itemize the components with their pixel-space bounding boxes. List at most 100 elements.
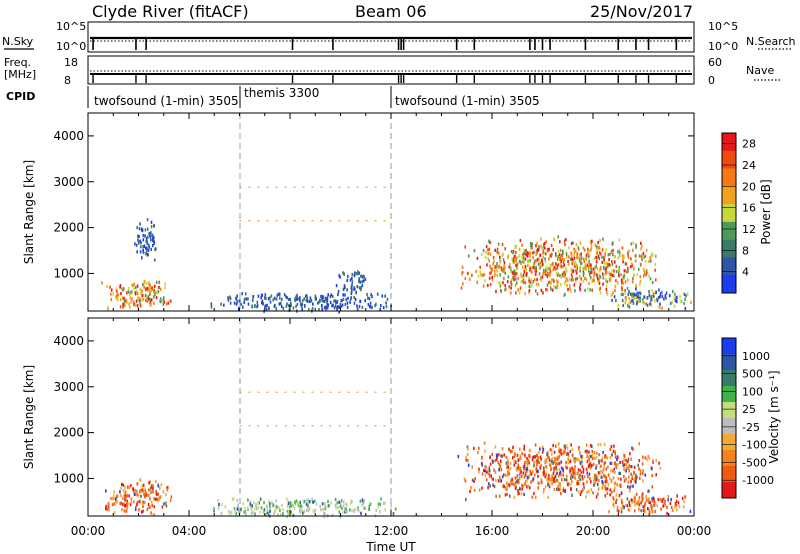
power-scatter-point (145, 298, 147, 303)
velocity-scatter-point (529, 455, 531, 459)
velocity-scatter-point (626, 466, 628, 470)
power-scatter-point (517, 256, 519, 260)
velocity-scatter-point (549, 448, 552, 452)
velocity-scatter-point (610, 461, 613, 465)
velocity-scatter-point (384, 508, 387, 512)
velocity-scatter-point (338, 510, 341, 514)
velocity-scatter-point (567, 452, 569, 456)
power-scatter-point (523, 248, 526, 252)
velocity-scatter-point (586, 480, 588, 484)
velocity-scatter-point (618, 484, 621, 488)
power-scatter-point (596, 256, 599, 260)
velocity-scatter-point (598, 471, 600, 475)
power-scatter-point (339, 303, 342, 307)
velocity-scatter-point (242, 510, 245, 514)
power-scatter-point (644, 254, 647, 258)
velocity-scatter-point (609, 455, 612, 459)
power-range-lines (239, 186, 391, 222)
power-scatter-point (151, 286, 153, 290)
power-scatter-point (494, 248, 496, 252)
power-scatter-point (517, 277, 519, 281)
velocity-scatter-point (660, 507, 662, 511)
velocity-scatter-point (610, 468, 612, 472)
power-scatter-point (575, 266, 578, 270)
velocity-scatter-point (554, 479, 557, 483)
velocity-scatter-point (122, 496, 124, 500)
cpid-segment-3: twofsound (1-min) 3505 (395, 94, 540, 108)
velocity-scatter-point (170, 495, 173, 499)
power-scatter-point (338, 274, 340, 278)
nave-tick-top: 60 (708, 56, 722, 69)
power-scatter-point (615, 264, 618, 268)
velocity-scatter-point (231, 497, 234, 502)
velocity-scatter-point (495, 453, 498, 457)
power-scatter-point (489, 271, 491, 275)
power-scatter-point (366, 293, 368, 297)
velocity-scatter-point (605, 455, 607, 459)
velocity-scatter-point (593, 479, 595, 483)
power-scatter-point (623, 276, 626, 280)
power-scatter-point (154, 284, 156, 288)
velocity-scatter-point (551, 457, 554, 461)
date-title: 25/Nov/2017 (590, 2, 693, 21)
power-scatter-point (565, 252, 568, 256)
power-scatter-point (143, 279, 146, 283)
velocity-scatter-point (677, 501, 680, 505)
power-scatter-point (521, 254, 524, 259)
velocity-scatter-point (661, 498, 664, 502)
power-scatter-point (624, 291, 627, 295)
velocity-scatter-point (286, 504, 289, 508)
velocity-scatter-point (488, 466, 491, 470)
power-scatter-point (598, 245, 600, 249)
power-scatter-point (512, 271, 514, 275)
power-scatter-point (570, 241, 573, 246)
velocity-scatter-point (516, 480, 518, 484)
velocity-scatter-point (541, 450, 544, 454)
velocity-scatter-point (217, 499, 219, 503)
power-scatter-point (512, 276, 514, 280)
velocity-scatter-point (473, 488, 476, 492)
velocity-scatter-point (497, 479, 500, 483)
velocity-scatter-point (513, 483, 515, 487)
power-scatter-point (371, 305, 373, 310)
power-scatter-point (120, 292, 122, 296)
velocity-scatter-point (639, 472, 642, 476)
velocity-scatter-point (134, 488, 137, 493)
power-scatter-point (562, 249, 564, 253)
velocity-scatter-point (648, 500, 650, 504)
power-scatter-point (233, 301, 236, 305)
power-scatter-point (529, 242, 532, 246)
velocity-scatter-point (275, 499, 278, 503)
power-scatter-point (564, 272, 567, 276)
power-scatter-point (281, 297, 283, 301)
velocity-scatter-point (556, 487, 558, 491)
power-scatter-point (251, 305, 254, 309)
power-scatter-point (326, 298, 329, 302)
velocity-scatter-point (266, 513, 268, 517)
power-scatter-point (132, 283, 135, 287)
velocity-scatter-point (560, 466, 563, 470)
power-scatter-point (499, 260, 502, 264)
power-scatter-point (128, 305, 131, 309)
power-scatter-point (523, 270, 526, 274)
power-scatter-point (534, 278, 536, 282)
velocity-scatter-point (582, 477, 584, 481)
power-scatter-point (563, 239, 566, 243)
power-scatter-point (527, 251, 530, 255)
velocity-scatter-point (515, 468, 518, 472)
power-scatter-point (146, 253, 149, 257)
power-scatter-point (573, 256, 576, 260)
velocity-scatter-point (465, 458, 467, 462)
power-scatter-point (582, 273, 585, 278)
power-ytick-label-1: 2000 (53, 221, 84, 235)
power-scatter-point (145, 296, 148, 300)
velocity-scatter-point (533, 461, 535, 465)
velocity-scatter-point (567, 457, 569, 461)
velocity-scatter-point (604, 484, 607, 488)
power-scatter-point (521, 243, 523, 247)
velocity-scatter-point (614, 451, 616, 455)
power-scatter-point (674, 292, 676, 296)
power-scatter-point (543, 251, 546, 255)
velocity-scatter-point (526, 457, 528, 461)
power-scatter-point (549, 266, 552, 270)
